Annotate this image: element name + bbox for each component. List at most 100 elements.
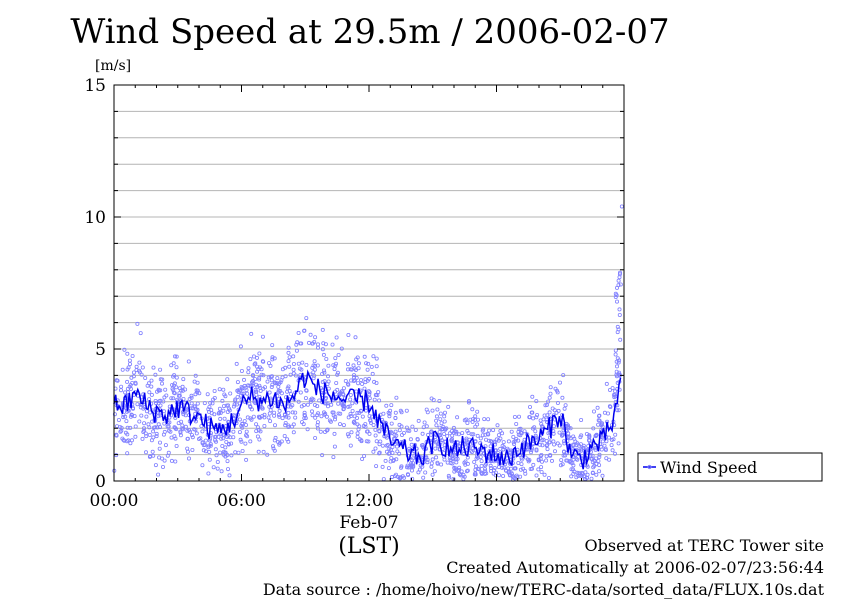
data-point xyxy=(512,466,517,471)
data-point xyxy=(472,417,477,422)
data-point xyxy=(302,328,307,333)
data-point xyxy=(378,439,383,444)
data-point xyxy=(581,443,586,448)
data-point xyxy=(459,469,464,474)
data-point xyxy=(388,408,393,413)
data-point xyxy=(195,380,200,385)
data-point xyxy=(301,402,306,407)
data-point xyxy=(275,381,280,386)
data-point xyxy=(236,450,241,455)
data-point xyxy=(360,381,365,386)
data-point xyxy=(430,408,435,413)
data-point xyxy=(157,446,162,451)
data-point xyxy=(465,428,470,433)
data-point xyxy=(434,414,439,419)
data-point xyxy=(431,397,436,402)
data-point xyxy=(434,423,439,428)
data-point xyxy=(185,446,190,451)
data-point xyxy=(181,427,186,432)
data-point xyxy=(138,405,143,410)
data-point xyxy=(222,416,227,421)
data-point xyxy=(511,440,516,445)
data-point xyxy=(151,429,156,434)
data-point xyxy=(615,299,620,304)
data-point xyxy=(519,431,524,436)
data-point xyxy=(228,391,233,396)
data-point xyxy=(309,409,314,414)
data-point xyxy=(127,358,132,363)
data-point xyxy=(501,465,506,470)
data-point xyxy=(315,420,320,425)
data-point xyxy=(469,432,474,437)
data-point xyxy=(531,416,536,421)
data-point xyxy=(375,393,380,398)
data-point xyxy=(613,451,618,456)
data-point xyxy=(553,449,558,454)
data-point xyxy=(438,417,443,422)
data-point xyxy=(338,411,343,416)
data-point xyxy=(456,432,461,437)
data-point xyxy=(508,472,513,477)
data-point xyxy=(359,439,364,444)
data-point xyxy=(221,432,226,437)
data-point xyxy=(394,457,399,462)
data-point xyxy=(464,417,469,422)
data-point xyxy=(201,448,206,453)
data-point xyxy=(377,450,382,455)
data-point xyxy=(305,427,310,432)
data-point xyxy=(348,392,353,397)
data-point xyxy=(326,363,331,368)
data-point xyxy=(177,393,182,398)
data-point xyxy=(173,459,178,464)
data-point xyxy=(332,367,337,372)
data-point xyxy=(439,421,444,426)
data-point xyxy=(587,438,592,443)
data-point xyxy=(432,469,437,474)
data-point xyxy=(133,380,138,385)
data-point xyxy=(397,428,402,433)
data-point xyxy=(119,388,124,393)
data-point xyxy=(334,335,339,340)
data-point xyxy=(315,342,320,347)
data-point xyxy=(618,337,623,342)
data-point xyxy=(371,449,376,454)
data-point xyxy=(356,427,361,432)
data-point xyxy=(270,444,275,449)
data-point xyxy=(616,372,621,377)
data-point xyxy=(604,439,609,444)
data-point xyxy=(291,430,296,435)
data-point xyxy=(122,438,127,443)
data-point xyxy=(380,464,385,469)
data-point xyxy=(218,450,223,455)
data-point xyxy=(312,339,317,344)
data-point xyxy=(550,406,555,411)
data-point xyxy=(387,446,392,451)
data-point xyxy=(563,453,568,458)
scatter-points xyxy=(112,204,624,482)
data-point xyxy=(370,371,375,376)
data-point xyxy=(290,403,295,408)
data-point xyxy=(118,429,123,434)
data-point xyxy=(323,342,328,347)
data-point xyxy=(369,364,374,369)
data-point xyxy=(215,466,220,471)
data-point xyxy=(592,458,597,463)
data-point xyxy=(303,396,308,401)
data-point xyxy=(547,395,552,400)
data-point xyxy=(283,423,288,428)
data-point xyxy=(613,348,618,353)
data-point xyxy=(224,403,229,408)
data-point xyxy=(144,414,149,419)
data-point xyxy=(551,431,556,436)
data-point xyxy=(450,461,455,466)
data-point xyxy=(324,414,329,419)
data-point xyxy=(508,450,513,455)
data-point xyxy=(429,464,434,469)
data-point xyxy=(602,410,607,415)
data-point xyxy=(322,412,327,417)
data-point xyxy=(350,408,355,413)
data-point xyxy=(260,334,265,339)
data-point xyxy=(286,415,291,420)
data-point xyxy=(496,433,501,438)
